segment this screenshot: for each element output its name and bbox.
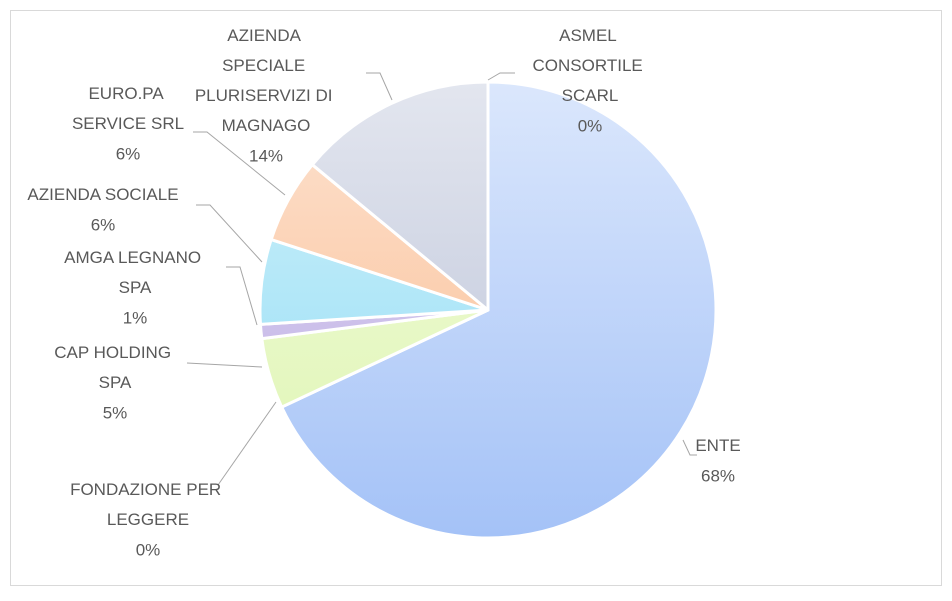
value-label: 0% — [136, 540, 161, 559]
leader-line — [193, 131, 286, 196]
leader-line — [487, 72, 515, 81]
value-label: 0% — [578, 116, 603, 135]
category-label: FONDAZIONE PER LEGGERE — [70, 480, 226, 529]
category-label: ENTE — [695, 436, 740, 455]
value-label: 68% — [701, 466, 735, 485]
pie-slice — [310, 80, 490, 312]
leader-line — [217, 401, 277, 486]
leader-line — [366, 72, 393, 101]
leader-line — [186, 362, 263, 368]
value-label: 1% — [123, 308, 148, 327]
value-label: 6% — [116, 144, 141, 163]
leader-line — [682, 439, 697, 456]
category-label: ASMEL CONSORTILE SCARL — [533, 26, 648, 105]
leader-line — [196, 204, 263, 263]
leader-line — [226, 266, 258, 326]
category-label: EURO.PA SERVICE SRL — [72, 84, 184, 133]
category-label: AZIENDA SPECIALE PLURISERVIZI DI MAGNAGO — [195, 26, 337, 135]
category-label: AMGA LEGNANO SPA — [64, 248, 206, 297]
value-label: 14% — [249, 146, 283, 165]
category-label: AZIENDA SOCIALE — [27, 185, 178, 204]
value-label: 6% — [91, 215, 116, 234]
pie-slice — [280, 80, 718, 540]
value-label: 5% — [103, 403, 128, 422]
category-label: CAP HOLDING SPA — [54, 343, 176, 392]
